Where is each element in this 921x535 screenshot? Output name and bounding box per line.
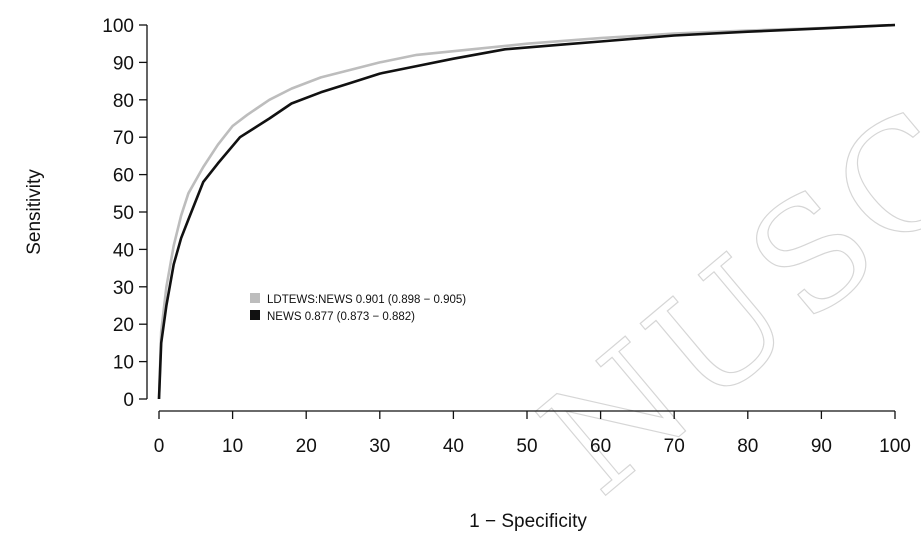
y-axis: 0 10 20 30 40 50 60 70 80 90 100 [102,16,147,411]
y-tick-label: 20 [113,315,134,336]
y-tick-label: 70 [113,128,134,149]
legend-swatch [250,293,260,303]
x-tick-label: 30 [369,436,390,457]
watermark-text: NUSC [511,73,921,527]
x-axis-title: 1 − Specificity [469,511,587,532]
series-lines [157,23,896,400]
x-tick-label: 0 [154,436,165,457]
x-tick-label: 80 [737,436,758,457]
series-line-2 [157,23,896,400]
x-tick-label: 10 [222,436,243,457]
y-axis-title: Sensitivity [24,169,45,255]
x-tick-label: 100 [879,436,911,457]
x-tick-label: 50 [516,436,537,457]
x-tick-label: 20 [296,436,317,457]
legend-swatch [250,310,260,320]
series-line-1 [157,23,896,400]
x-tick-label: 90 [811,436,832,457]
y-tick-label: 50 [113,203,134,224]
y-tick-label: 90 [113,53,134,74]
y-tick-label: 100 [102,16,134,37]
y-tick-label: 30 [113,278,134,299]
x-tick-label: 40 [443,436,464,457]
legend-label: LDTEWS:NEWS 0.901 (0.898 − 0.905) [267,294,466,306]
legend-label: NEWS 0.877 (0.873 − 0.882) [267,311,415,323]
y-tick-label: 0 [123,390,134,411]
y-tick-label: 10 [113,353,134,374]
x-tick-label: 70 [664,436,685,457]
legend: LDTEWS:NEWS 0.901 (0.898 − 0.905) NEWS 0.… [250,293,466,323]
y-tick-label: 80 [113,91,134,112]
x-tick-label: 60 [590,436,611,457]
y-tick-label: 60 [113,166,134,187]
x-axis: 0 10 20 30 40 50 60 70 80 90 100 [154,411,911,457]
y-tick-label: 40 [113,240,134,261]
